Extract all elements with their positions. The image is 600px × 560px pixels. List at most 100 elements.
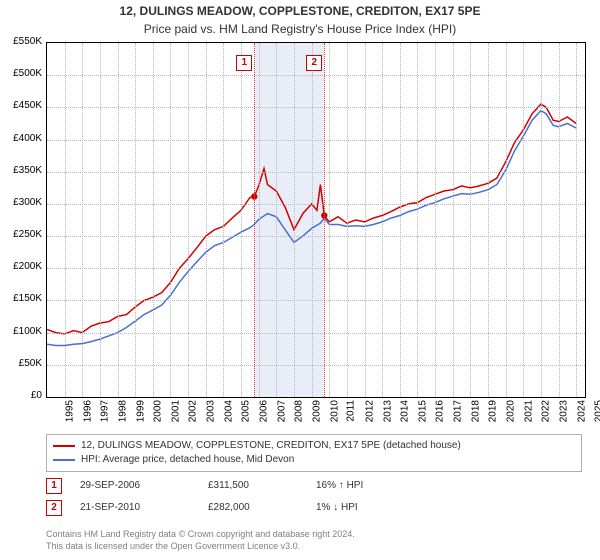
title-subtitle: Price paid vs. HM Land Registry's House … [0,22,600,36]
y-tick-label: £250K [2,229,42,240]
legend-item: HPI: Average price, detached house, Mid … [53,453,575,467]
gridline-v [435,43,436,397]
sale-relative: 1% ↓ HPI [316,500,406,516]
x-tick-label: 2011 [346,400,357,422]
x-tick-label: 2024 [576,400,587,422]
legend-swatch [53,459,75,461]
gridline-v [400,43,401,397]
x-tick-label: 2001 [170,400,181,422]
gridline-v [576,43,577,397]
gridline-v [170,43,171,397]
footer-line2: This data is licensed under the Open Gov… [46,540,582,552]
x-tick-label: 2006 [258,400,269,422]
sale-marker-on-chart: 1 [236,55,252,71]
gridline-v [276,43,277,397]
x-tick-label: 2012 [364,400,375,422]
x-tick-label: 2004 [223,400,234,422]
sales-table: 2 21-SEP-2010 £282,000 1% ↓ HPI [46,500,582,516]
x-tick-label: 2025 [593,400,600,422]
x-tick-label: 2016 [435,400,446,422]
gridline-v [118,43,119,397]
x-tick-label: 2013 [382,400,393,422]
gridline-v [294,43,295,397]
y-tick-label: £550K [2,36,42,47]
x-tick-label: 2002 [188,400,199,422]
x-tick-label: 2015 [417,400,428,422]
gridline-v [65,43,66,397]
x-tick-label: 2014 [399,400,410,422]
y-tick-label: £400K [2,133,42,144]
gridline-h [47,236,585,237]
sale-price: £282,000 [208,500,298,516]
gridline-v [312,43,313,397]
x-tick-label: 2008 [294,400,305,422]
gridline-v [523,43,524,397]
gridline-v [365,43,366,397]
x-tick-label: 2023 [558,400,569,422]
gridline-v [259,43,260,397]
gridline-v [135,43,136,397]
x-tick-label: 2017 [452,400,463,422]
x-tick-label: 2022 [541,400,552,422]
x-tick-label: 2018 [470,400,481,422]
y-tick-label: £200K [2,261,42,272]
x-tick-label: 2000 [152,400,163,422]
gridline-v [541,43,542,397]
y-tick-label: £50K [2,358,42,369]
gridline-v [82,43,83,397]
x-tick-label: 1996 [82,400,93,422]
sales-table: 1 29-SEP-2006 £311,500 16% ↑ HPI [46,478,582,494]
gridline-v [241,43,242,397]
gridline-h [47,365,585,366]
sale-vline [324,43,325,397]
gridline-v [188,43,189,397]
y-tick-label: £350K [2,165,42,176]
gridline-v [206,43,207,397]
gridline-v [488,43,489,397]
chart-svg [47,43,585,397]
gridline-v [453,43,454,397]
x-tick-label: 1998 [117,400,128,422]
sale-row: 2 21-SEP-2010 £282,000 1% ↓ HPI [46,500,582,516]
gridline-v [329,43,330,397]
sale-marker-icon: 1 [46,478,62,494]
sale-vline [254,43,255,397]
sale-marker-icon: 2 [46,500,62,516]
gridline-h [47,75,585,76]
x-tick-label: 2010 [329,400,340,422]
gridline-v [382,43,383,397]
gridline-v [559,43,560,397]
gridline-v [223,43,224,397]
legend-box: 12, DULINGS MEADOW, COPPLESTONE, CREDITO… [46,434,582,472]
x-tick-label: 1999 [135,400,146,422]
legend-label: 12, DULINGS MEADOW, COPPLESTONE, CREDITO… [81,439,461,453]
gridline-h [47,268,585,269]
x-tick-label: 2009 [311,400,322,422]
x-tick-label: 1997 [100,400,111,422]
gridline-h [47,204,585,205]
chart-area: 12 [46,42,586,398]
gridline-v [470,43,471,397]
sale-date: 29-SEP-2006 [80,478,190,494]
y-tick-label: £500K [2,68,42,79]
gridline-h [47,172,585,173]
gridline-v [153,43,154,397]
sale-marker-on-chart: 2 [306,55,322,71]
gridline-h [47,107,585,108]
gridline-v [100,43,101,397]
gridline-v [347,43,348,397]
y-tick-label: £300K [2,197,42,208]
x-tick-label: 2019 [488,400,499,422]
gridline-h [47,300,585,301]
y-tick-label: £100K [2,326,42,337]
gridline-v [506,43,507,397]
gridline-h [47,333,585,334]
sale-date: 21-SEP-2010 [80,500,190,516]
footer-line1: Contains HM Land Registry data © Crown c… [46,528,582,540]
x-tick-label: 2003 [205,400,216,422]
x-tick-label: 1995 [64,400,75,422]
footer-attribution: Contains HM Land Registry data © Crown c… [46,528,582,552]
x-tick-label: 2021 [523,400,534,422]
x-tick-label: 2020 [505,400,516,422]
title-address: 12, DULINGS MEADOW, COPPLESTONE, CREDITO… [0,4,600,18]
